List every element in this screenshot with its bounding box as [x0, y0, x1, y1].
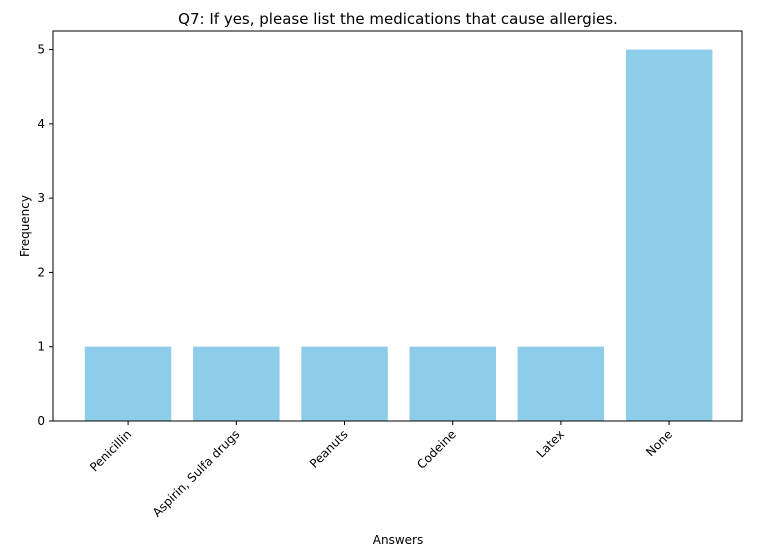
x-axis-label: Answers	[373, 533, 423, 547]
y-axis-label: Frequency	[18, 195, 32, 257]
x-tick-label: Penicillin	[87, 427, 134, 474]
x-axis: Penicillin Aspirin, Sulfa drugs Peanuts Cod…	[87, 421, 675, 520]
bar-4	[517, 346, 605, 421]
y-tick-label: 2	[37, 265, 45, 279]
y-tick-label: 3	[37, 191, 45, 205]
bar-1	[193, 346, 280, 421]
bar-2	[301, 346, 388, 421]
y-tick-label: 5	[37, 43, 45, 57]
y-tick-label: 4	[37, 117, 45, 131]
bar-5	[625, 49, 713, 421]
x-tick-label: Peanuts	[307, 427, 351, 471]
x-tick-label: None	[643, 427, 675, 459]
y-tick-label: 1	[37, 340, 45, 354]
bar-0	[84, 346, 172, 421]
x-tick-label: Codeine	[414, 427, 459, 472]
x-tick-label: Aspirin, Sulfa drugs	[150, 427, 243, 520]
bars-group	[84, 49, 713, 421]
chart-title: Q7: If yes, please list the medications …	[178, 10, 618, 28]
plot-frame	[52, 30, 743, 422]
y-tick-label: 0	[37, 414, 45, 428]
y-axis: 0 1 2 3 4 5	[37, 43, 53, 428]
bar-3	[409, 346, 496, 421]
x-tick-label: Latex	[534, 427, 567, 460]
